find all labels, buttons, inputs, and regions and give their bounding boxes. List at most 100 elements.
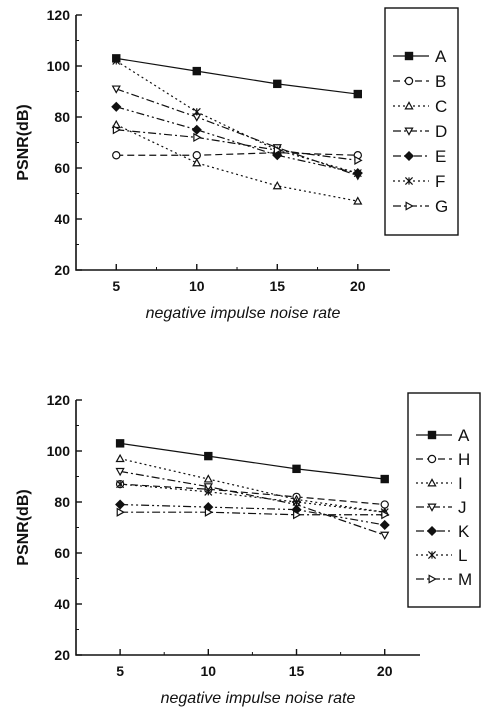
chart-2-series-A-point-5 (115, 439, 125, 448)
chart-1-series-G-point-15 (273, 145, 283, 155)
chart-1-legend-label-G: G (435, 197, 448, 216)
chart-1-series-F-point-20 (353, 169, 362, 178)
chart-1-legend-marker-D (404, 127, 414, 136)
chart-2-series-I-line (119, 458, 385, 513)
chart-2-legend-marker-H (427, 454, 437, 464)
chart-2-series-A-point-10 (204, 451, 213, 461)
chart-1-series-A-line (116, 57, 358, 95)
chart-2-legend-marker-L (427, 550, 437, 560)
chart-1-series-G-point-20 (354, 155, 363, 165)
chart-1-x-tick-label-20: 20 (350, 278, 366, 294)
chart-2-series-K-point-5 (115, 499, 126, 510)
chart-2-legend-label-M: M (458, 570, 472, 589)
chart-1-series-B-point-10 (192, 151, 201, 160)
chart-1-y-tick-label-80: 80 (54, 109, 70, 125)
chart-2-legend-label-I: I (458, 474, 463, 493)
chart-1-legend-marker-G (405, 201, 414, 211)
chart-2-y-tick-label-120: 120 (47, 392, 71, 408)
chart-2-series-A-point-15 (292, 464, 301, 474)
chart-2-series-L-point-5 (116, 480, 125, 489)
chart-2-series-J-point-20 (380, 531, 390, 540)
chart-2-series-A-point-20 (380, 474, 389, 484)
chart-1-series-G-point-10 (193, 132, 202, 143)
chart-1-series-F-line (115, 60, 358, 174)
chart-2-series-J-point-10 (203, 483, 213, 492)
chart-1-series-F-point-10 (192, 107, 201, 116)
chart-2-x-tick-label-15: 15 (289, 663, 305, 679)
chart-2-legend-label-A: A (458, 426, 470, 445)
chart-1-series-F-point-5 (112, 56, 121, 65)
chart-1-series-E-point-5 (111, 101, 122, 112)
chart-2-legend-marker-I (427, 478, 437, 487)
chart-1-legend-label-D: D (435, 122, 447, 141)
chart-2-legend-box (407, 392, 481, 608)
chart-2-y-tick-label-100: 100 (47, 443, 71, 459)
chart-2-series-M-line (120, 511, 385, 516)
chart-1-y-tick-label-100: 100 (47, 58, 71, 74)
chart-2-series-M-point-10 (204, 507, 214, 517)
chart-1-y-tick-label-60: 60 (54, 160, 70, 176)
chart-1-legend-marker-E (403, 150, 415, 162)
chart-2-series-M-point-5 (116, 507, 125, 517)
chart-1-series-G-point-5 (112, 125, 122, 135)
chart-1-legend-label-E: E (435, 147, 446, 166)
chart-1-series-C-point-20 (353, 196, 363, 205)
chart-1-legend-label-B: B (435, 72, 446, 91)
chart-2-legend-marker-K (426, 525, 438, 537)
chart-2-series-I-point-10 (203, 474, 213, 483)
chart-2-y-tick-label-80: 80 (54, 494, 70, 510)
chart-1-axes (75, 15, 390, 271)
chart-1-legend-label-A: A (435, 47, 447, 66)
chart-2: 20 40 60 80 100 120 5 10 15 20 negative impulse no… (15, 392, 481, 707)
chart-2-series-L-point-15 (292, 497, 301, 507)
chart-1-series-A-point-10 (192, 66, 201, 76)
chart-1-legend-label-F: F (435, 172, 445, 191)
chart-2-axes (75, 400, 420, 656)
chart-2-legend-marker-A (427, 430, 437, 440)
chart-1-series-A-point-15 (273, 79, 282, 89)
chart-2-legend-label-K: K (458, 522, 470, 541)
chart-1-legend-marker-B (404, 76, 414, 86)
chart-2-legend-marker-J (427, 503, 437, 512)
chart-2-y-axis-title: PSNR(dB) (15, 489, 32, 565)
chart-2-legend-marker-M (428, 574, 437, 584)
chart-1-legend-marker-C (404, 101, 414, 110)
chart-1-y-tick-label-120: 120 (47, 7, 71, 23)
chart-2-series-K-line (120, 503, 385, 526)
chart-1-y-axis-title: PSNR(dB) (15, 104, 32, 180)
chart-2-x-tick-label-20: 20 (377, 663, 393, 679)
chart-2-x-axis-title: negative impulse noise rate (161, 690, 356, 707)
chart-1-series-E-point-10 (191, 124, 202, 135)
chart-2-legend-label-J: J (458, 498, 467, 517)
chart-2-series-L-line (120, 483, 385, 513)
chart-1-x-tick-label-15: 15 (269, 278, 285, 294)
chart-2-series-M-point-20 (381, 510, 390, 520)
chart-2-series-L-point-10 (204, 487, 213, 496)
chart-2-y-tick-label-20: 20 (54, 647, 70, 663)
chart-2-series-H-line (120, 483, 385, 506)
chart-1-x-tick-label-10: 10 (189, 278, 205, 294)
chart-1-series-C-point-15 (272, 181, 282, 190)
chart-2-series-J-point-5 (115, 467, 125, 477)
chart-2-series-I-point-5 (115, 453, 125, 463)
chart-1-y-tick-label-20: 20 (54, 262, 70, 278)
chart-2-series-H-point-20 (380, 500, 389, 509)
chart-1-series-B-point-5 (112, 151, 121, 160)
chart-2-series-A-line (120, 442, 385, 480)
chart-2-x-tick-label-10: 10 (201, 663, 217, 679)
chart-2-legend-label-H: H (458, 450, 470, 469)
chart-1-legend-box (384, 7, 459, 236)
chart-1-legend-marker-F (404, 176, 414, 186)
chart-1-series-C-line (115, 124, 358, 202)
chart-2-y-tick-label-60: 60 (54, 545, 70, 561)
chart-1-x-tick-label-5: 5 (112, 278, 120, 294)
chart-2-series-K-point-20 (379, 519, 390, 530)
chart-1-series-C-point-10 (192, 158, 202, 167)
chart-1-x-axis-title: negative impulse noise rate (146, 305, 341, 322)
chart-1-legend-label-C: C (435, 97, 447, 116)
chart-2-x-tick-label-5: 5 (116, 663, 124, 679)
chart-1-series-B-line (116, 152, 358, 156)
